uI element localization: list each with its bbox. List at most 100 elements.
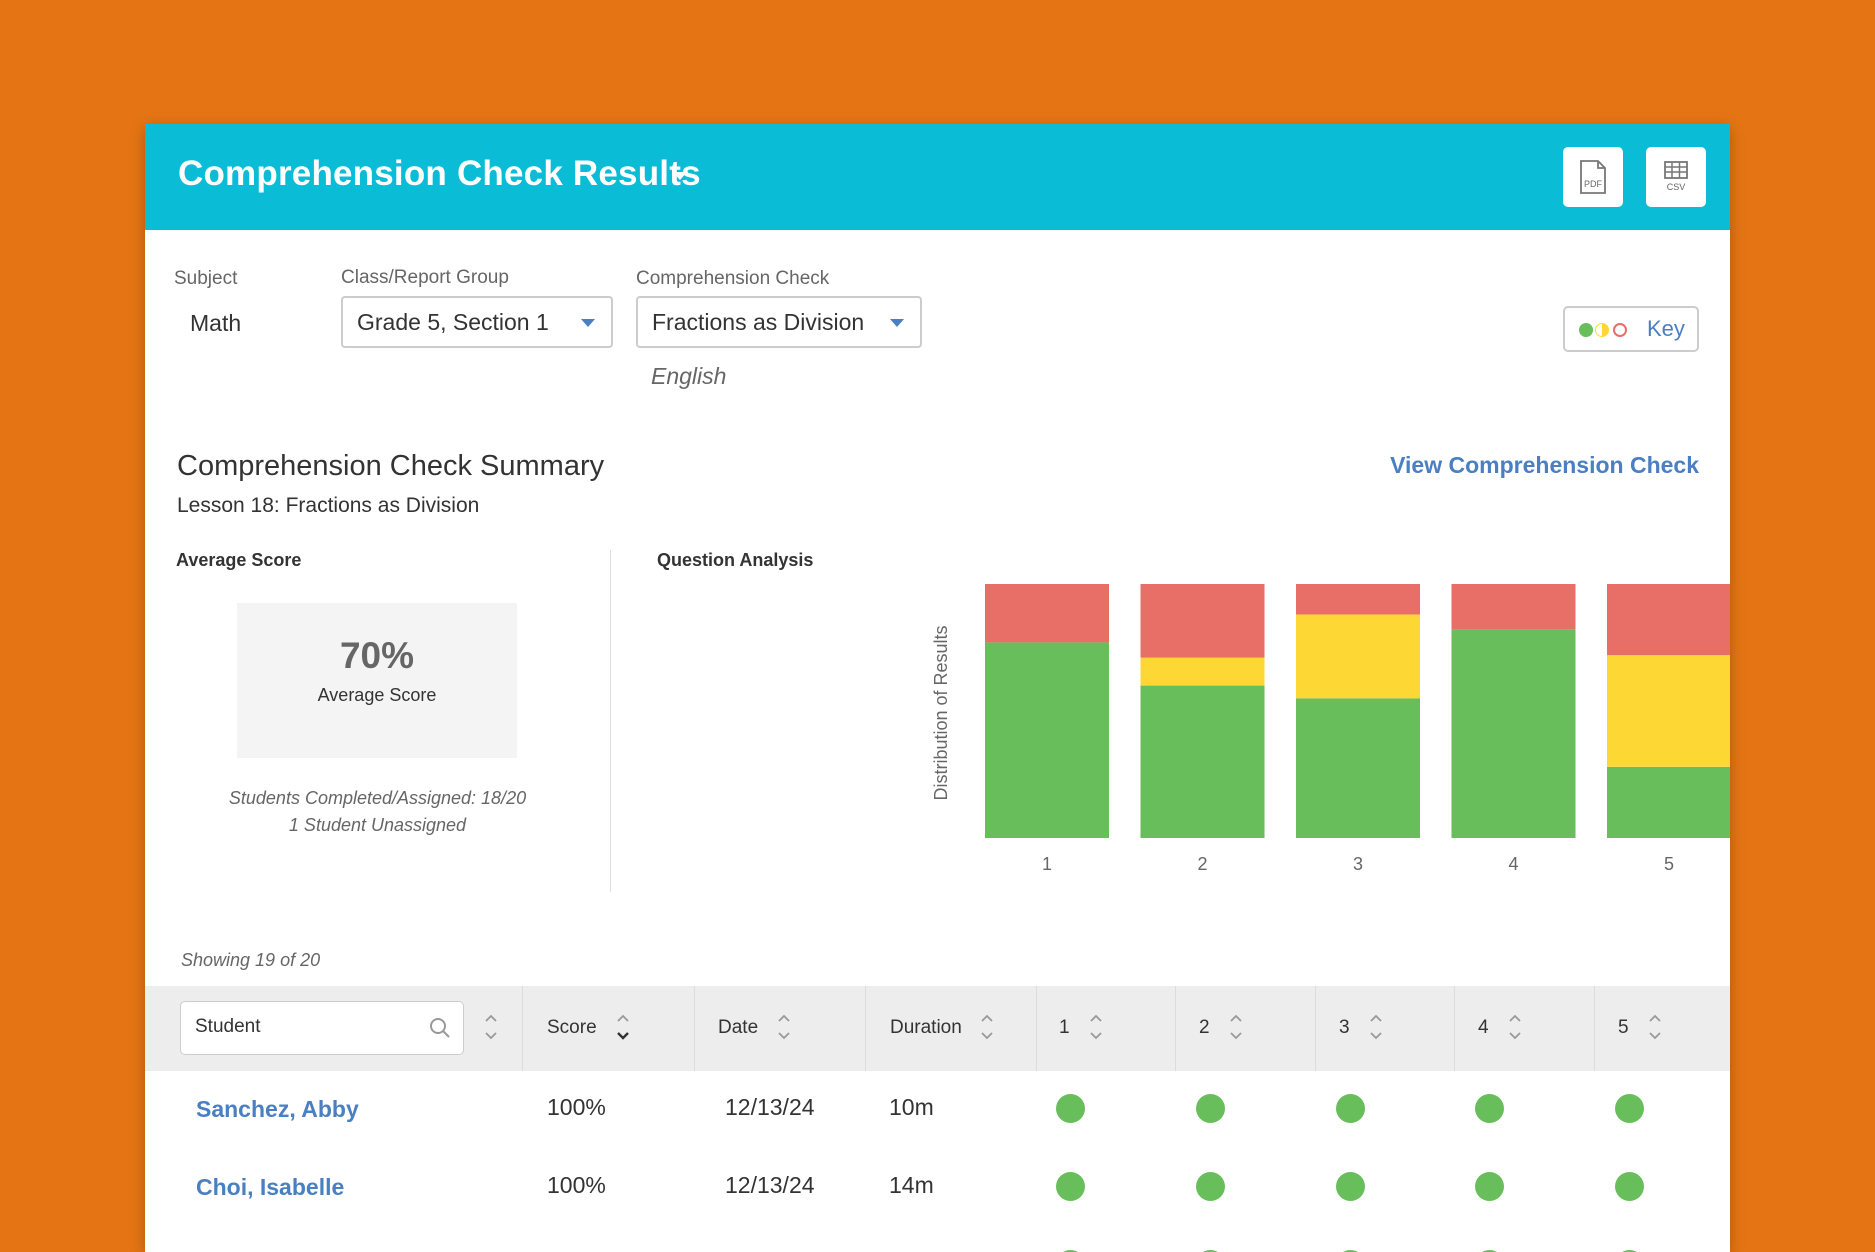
result-dot-icon xyxy=(1056,1094,1085,1123)
x-tick-label: 3 xyxy=(1353,854,1363,874)
student-search-input[interactable]: Student xyxy=(180,1001,464,1055)
result-dot-icon xyxy=(1196,1094,1225,1123)
chevron-down-icon xyxy=(890,319,904,327)
result-dot-icon xyxy=(1615,1172,1644,1201)
x-tick-label: 1 xyxy=(1042,854,1052,874)
showing-count: Showing 19 of 20 xyxy=(181,950,321,970)
bar-q2-segment-0 xyxy=(1140,685,1265,838)
check-select[interactable]: Fractions as Division xyxy=(636,296,922,348)
bar-q4-segment-2 xyxy=(1451,584,1576,630)
result-dot-icon xyxy=(1615,1250,1644,1252)
svg-text:PDF: PDF xyxy=(1584,179,1603,189)
subject-value: Math xyxy=(190,310,242,336)
result-dot-icon xyxy=(1196,1172,1225,1201)
bar-q5-segment-2 xyxy=(1607,584,1730,656)
view-check-link[interactable]: View Comprehension Check xyxy=(1390,452,1699,478)
header-bar: Comprehension Check Results PDF CSV xyxy=(145,124,1730,230)
x-tick-label: 2 xyxy=(1197,854,1207,874)
bar-q3-segment-2 xyxy=(1296,584,1420,615)
bar-q4-segment-0 xyxy=(1451,629,1576,838)
unassigned-note: 1 Student Unassigned xyxy=(288,815,467,835)
date-cell: 12/13/24 xyxy=(725,1094,815,1120)
sort-score-icon[interactable] xyxy=(616,1012,630,1042)
date-cell: 12/13/24 xyxy=(725,1172,815,1198)
average-score-box: 70% Average Score xyxy=(237,603,517,758)
column-header-date[interactable]: Date xyxy=(718,1017,759,1038)
sort-2-icon[interactable] xyxy=(1229,1012,1243,1042)
duration-cell: 14m xyxy=(889,1172,934,1198)
export-csv-button[interactable]: CSV xyxy=(1646,147,1706,207)
sort-1-icon[interactable] xyxy=(1089,1012,1103,1042)
export-pdf-button[interactable]: PDF xyxy=(1563,147,1623,207)
language-label: English xyxy=(651,363,727,389)
sort-3-icon[interactable] xyxy=(1369,1012,1383,1042)
result-dot-icon xyxy=(1056,1250,1085,1252)
report-card: Comprehension Check Results PDF CSV Subj… xyxy=(145,124,1730,1252)
sort-date-icon[interactable] xyxy=(777,1012,791,1042)
class-label: Class/Report Group xyxy=(341,267,509,288)
y-axis-label: Distribution of Results xyxy=(931,625,951,800)
question-analysis-chart: Distribution of Results 1 2 3 4 5 xyxy=(931,584,1730,874)
svg-text:CSV: CSV xyxy=(1667,182,1686,192)
result-dot-icon xyxy=(1056,1172,1085,1201)
student-name-link[interactable]: Choi, Isabelle xyxy=(196,1174,345,1200)
pdf-file-icon: PDF xyxy=(1580,160,1606,194)
result-dot-icon xyxy=(1196,1250,1225,1252)
column-header-1[interactable]: 1 xyxy=(1059,1017,1070,1038)
result-dot-icon xyxy=(1615,1094,1644,1123)
title-dropdown-caret-icon[interactable] xyxy=(673,172,687,180)
chevron-down-icon xyxy=(581,319,595,327)
bar-q1-segment-0 xyxy=(985,642,1109,838)
lesson-title: Lesson 18: Fractions as Division xyxy=(177,494,480,517)
column-header-3[interactable]: 3 xyxy=(1339,1017,1350,1038)
bar-q3-segment-1 xyxy=(1296,614,1420,699)
average-score-value: 70% xyxy=(339,635,415,676)
result-dot-icon xyxy=(1336,1250,1365,1252)
average-score-heading: Average Score xyxy=(176,550,302,570)
x-tick-label: 5 xyxy=(1664,854,1674,874)
key-button-label: Key xyxy=(1647,316,1685,341)
section-divider xyxy=(610,550,611,892)
student-search-placeholder: Student xyxy=(195,1016,261,1037)
check-label: Comprehension Check xyxy=(636,268,830,289)
result-dot-icon xyxy=(1475,1094,1504,1123)
result-dot-icon xyxy=(1336,1094,1365,1123)
column-header-2[interactable]: 2 xyxy=(1199,1017,1210,1038)
legend-dots-icon xyxy=(1579,323,1627,337)
sort-student-icon[interactable] xyxy=(484,1012,498,1042)
result-dot-icon xyxy=(1336,1172,1365,1201)
column-header-duration[interactable]: Duration xyxy=(890,1017,962,1038)
x-tick-label: 4 xyxy=(1508,854,1518,874)
search-icon xyxy=(430,1018,450,1038)
subject-label: Subject xyxy=(174,268,238,289)
bar-q3-segment-0 xyxy=(1296,698,1420,838)
question-analysis-heading: Question Analysis xyxy=(657,550,814,570)
average-score-caption: Average Score xyxy=(317,685,437,705)
result-dot-icon xyxy=(1475,1172,1504,1201)
completed-note: Students Completed/Assigned: 18/20 xyxy=(228,788,527,808)
student-name-link[interactable]: Sanchez, Abby xyxy=(196,1096,359,1122)
column-header-score[interactable]: Score xyxy=(547,1017,597,1038)
column-header-4[interactable]: 4 xyxy=(1478,1017,1489,1038)
check-select-value: Fractions as Division xyxy=(652,309,865,335)
class-select[interactable]: Grade 5, Section 1 xyxy=(341,296,613,348)
table-row xyxy=(145,1227,1730,1252)
sort-5-icon[interactable] xyxy=(1648,1012,1662,1042)
sort-duration-icon[interactable] xyxy=(980,1012,994,1042)
score-cell: 100% xyxy=(547,1172,606,1198)
bar-q5-segment-1 xyxy=(1607,655,1730,767)
bar-q2-segment-2 xyxy=(1140,584,1265,658)
page-title[interactable]: Comprehension Check Results xyxy=(178,154,701,193)
csv-table-icon: CSV xyxy=(1664,161,1688,192)
class-select-value: Grade 5, Section 1 xyxy=(357,309,549,335)
bar-q2-segment-1 xyxy=(1140,657,1265,686)
result-dot-icon xyxy=(1475,1250,1504,1252)
sort-4-icon[interactable] xyxy=(1508,1012,1522,1042)
column-header-5[interactable]: 5 xyxy=(1618,1017,1629,1038)
key-button[interactable]: Key xyxy=(1563,306,1699,352)
table-row xyxy=(145,1149,1730,1228)
duration-cell: 10m xyxy=(889,1094,934,1120)
bar-q1-segment-2 xyxy=(985,584,1109,643)
summary-title: Comprehension Check Summary xyxy=(177,450,605,482)
bar-q5-segment-0 xyxy=(1607,766,1730,838)
